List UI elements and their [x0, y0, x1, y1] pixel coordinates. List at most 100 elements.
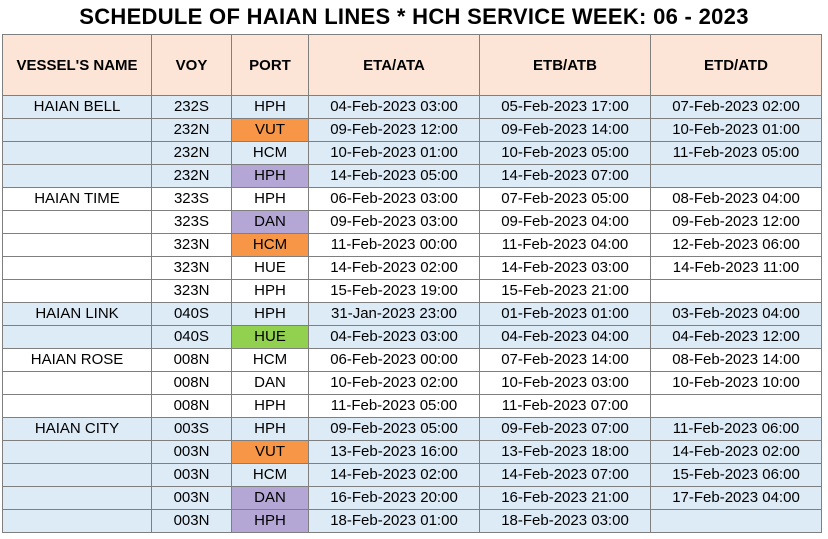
voy-cell: 003N	[151, 509, 232, 533]
vessel-name-cell	[2, 394, 152, 418]
etd-cell	[650, 509, 822, 533]
etb-cell: 07-Feb-2023 05:00	[479, 187, 651, 211]
etd-cell: 11-Feb-2023 06:00	[650, 417, 822, 441]
page-title: SCHEDULE OF HAIAN LINES * HCH SERVICE WE…	[79, 4, 749, 29]
eta-cell: 11-Feb-2023 00:00	[308, 233, 480, 257]
port-cell: HPH	[231, 187, 309, 211]
port-cell: HPH	[231, 394, 309, 418]
port-cell: VUT	[231, 118, 309, 142]
voy-cell: 323N	[151, 256, 232, 280]
voy-cell: 040S	[151, 302, 232, 326]
voy-cell: 003N	[151, 440, 232, 464]
etd-cell: 07-Feb-2023 02:00	[650, 95, 822, 119]
table-row: HAIAN LINK 040S HPH 31-Jan-2023 23:00 01-Feb…	[2, 302, 822, 326]
voy-cell: 323S	[151, 210, 232, 234]
vessel-name-cell	[2, 256, 152, 280]
etb-cell: 14-Feb-2023 07:00	[479, 463, 651, 487]
etd-cell: 17-Feb-2023 04:00	[650, 486, 822, 510]
etd-cell: 12-Feb-2023 06:00	[650, 233, 822, 257]
eta-cell: 10-Feb-2023 02:00	[308, 371, 480, 395]
eta-cell: 09-Feb-2023 05:00	[308, 417, 480, 441]
etb-cell: 09-Feb-2023 04:00	[479, 210, 651, 234]
table-row: 323N HPH 15-Feb-2023 19:00 15-Feb-2023 21:0…	[2, 279, 822, 303]
voy-cell: 323N	[151, 233, 232, 257]
port-cell: HPH	[231, 164, 309, 188]
port-cell: HCM	[231, 348, 309, 372]
eta-cell: 14-Feb-2023 05:00	[308, 164, 480, 188]
table-row: 232N HCM 10-Feb-2023 01:00 10-Feb-2023 05:0…	[2, 141, 822, 165]
port-cell: HUE	[231, 325, 309, 349]
etd-cell: 11-Feb-2023 05:00	[650, 141, 822, 165]
column-header-voy: VOY	[151, 34, 232, 96]
etd-cell: 09-Feb-2023 12:00	[650, 210, 822, 234]
etb-cell: 11-Feb-2023 04:00	[479, 233, 651, 257]
vessel-name-cell	[2, 325, 152, 349]
table-row: HAIAN TIME 323S HPH 06-Feb-2023 03:00 07-Feb…	[2, 187, 822, 211]
etb-cell: 01-Feb-2023 01:00	[479, 302, 651, 326]
vessel-name-cell: HAIAN TIME	[2, 187, 152, 211]
port-cell: HCM	[231, 233, 309, 257]
eta-cell: 06-Feb-2023 03:00	[308, 187, 480, 211]
table-row: HAIAN CITY 003S HPH 09-Feb-2023 05:00 09-Feb…	[2, 417, 822, 441]
vessel-name-cell: HAIAN CITY	[2, 417, 152, 441]
etb-cell: 15-Feb-2023 21:00	[479, 279, 651, 303]
vessel-name-cell	[2, 233, 152, 257]
eta-cell: 04-Feb-2023 03:00	[308, 95, 480, 119]
table-row: HAIAN ROSE 008N HCM 06-Feb-2023 00:00 07-Feb…	[2, 348, 822, 372]
voy-cell: 323N	[151, 279, 232, 303]
etd-cell: 14-Feb-2023 11:00	[650, 256, 822, 280]
eta-cell: 14-Feb-2023 02:00	[308, 463, 480, 487]
port-cell: HPH	[231, 417, 309, 441]
port-cell: HCM	[231, 463, 309, 487]
voy-cell: 040S	[151, 325, 232, 349]
voy-cell: 003N	[151, 486, 232, 510]
port-cell: HPH	[231, 509, 309, 533]
column-header-eta-ata: ETA/ATA	[308, 34, 480, 96]
voy-cell: 008N	[151, 348, 232, 372]
schedule-table: VESSEL'S NAME VOY PORT ETA/ATA ETB/ATB E…	[2, 34, 822, 533]
eta-cell: 11-Feb-2023 05:00	[308, 394, 480, 418]
etb-cell: 09-Feb-2023 14:00	[479, 118, 651, 142]
table-row: 232N HPH 14-Feb-2023 05:00 14-Feb-2023 07:0…	[2, 164, 822, 188]
etb-cell: 07-Feb-2023 14:00	[479, 348, 651, 372]
header-row: VESSEL'S NAME VOY PORT ETA/ATA ETB/ATB E…	[2, 34, 822, 96]
etd-cell: 08-Feb-2023 14:00	[650, 348, 822, 372]
column-header-etb-atb: ETB/ATB	[479, 34, 651, 96]
etb-cell: 04-Feb-2023 04:00	[479, 325, 651, 349]
etd-cell: 08-Feb-2023 04:00	[650, 187, 822, 211]
vessel-name-cell: HAIAN BELL	[2, 95, 152, 119]
voy-cell: 003N	[151, 463, 232, 487]
eta-cell: 10-Feb-2023 01:00	[308, 141, 480, 165]
etb-cell: 09-Feb-2023 07:00	[479, 417, 651, 441]
vessel-name-cell	[2, 486, 152, 510]
column-header-vessel-name: VESSEL'S NAME	[2, 34, 152, 96]
table-row: 323N HUE 14-Feb-2023 02:00 14-Feb-2023 03:0…	[2, 256, 822, 280]
etb-cell: 14-Feb-2023 07:00	[479, 164, 651, 188]
voy-cell: 008N	[151, 371, 232, 395]
eta-cell: 31-Jan-2023 23:00	[308, 302, 480, 326]
vessel-name-cell	[2, 371, 152, 395]
eta-cell: 13-Feb-2023 16:00	[308, 440, 480, 464]
table-row: 003N VUT 13-Feb-2023 16:00 13-Feb-2023 18:0…	[2, 440, 822, 464]
etd-cell	[650, 394, 822, 418]
vessel-name-cell: HAIAN ROSE	[2, 348, 152, 372]
etb-cell: 11-Feb-2023 07:00	[479, 394, 651, 418]
port-cell: VUT	[231, 440, 309, 464]
vessel-name-cell	[2, 210, 152, 234]
port-cell: HPH	[231, 279, 309, 303]
vessel-name-cell	[2, 509, 152, 533]
table-row: HAIAN BELL 232S HPH 04-Feb-2023 03:00 05-Feb…	[2, 95, 822, 119]
vessel-name-cell: HAIAN LINK	[2, 302, 152, 326]
eta-cell: 09-Feb-2023 12:00	[308, 118, 480, 142]
eta-cell: 09-Feb-2023 03:00	[308, 210, 480, 234]
etd-cell: 14-Feb-2023 02:00	[650, 440, 822, 464]
port-cell: DAN	[231, 486, 309, 510]
etd-cell: 15-Feb-2023 06:00	[650, 463, 822, 487]
port-cell: HCM	[231, 141, 309, 165]
port-cell: HPH	[231, 302, 309, 326]
eta-cell: 14-Feb-2023 02:00	[308, 256, 480, 280]
column-header-port: PORT	[231, 34, 309, 96]
voy-cell: 008N	[151, 394, 232, 418]
column-header-etd-atd: ETD/ATD	[650, 34, 822, 96]
vessel-name-cell	[2, 463, 152, 487]
